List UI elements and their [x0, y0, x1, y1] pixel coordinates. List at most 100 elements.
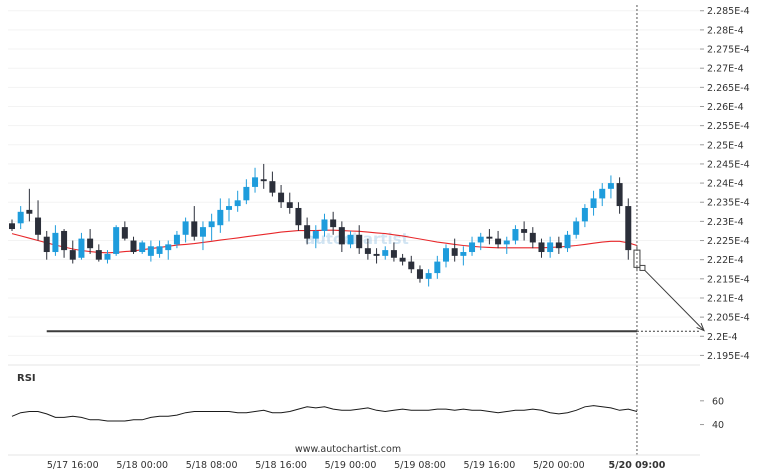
y-tick-label: 2.24E-4 [707, 179, 744, 190]
candle-body [495, 238, 502, 245]
price-grid [8, 10, 700, 356]
price-axis: 2.285E-4 2.28E-4 2.275E-4 2.27E-4 2.265E-4 2.… [700, 6, 750, 362]
candle-body [486, 236, 493, 239]
candle-body [173, 234, 180, 245]
y-tick-label: 2.205E-4 [707, 313, 750, 324]
candle-body [321, 219, 328, 231]
forecast-anchor-box [639, 264, 646, 271]
y-tick-label: 2.27E-4 [707, 64, 744, 75]
candle-body [469, 242, 476, 253]
candle-body [330, 219, 337, 228]
candle-body [521, 229, 528, 233]
candle-body [573, 221, 580, 235]
candle-body [555, 242, 562, 249]
candle-body [347, 234, 354, 245]
x-tick-label: 5/20 09:00 [609, 460, 666, 471]
forecast-arrow-head [696, 322, 705, 332]
candle-body [87, 238, 94, 249]
x-tick-label: 5/19 00:00 [325, 460, 377, 471]
candle-body [399, 257, 406, 262]
candle-body [547, 242, 554, 253]
candle-body [599, 188, 606, 199]
candle-body [451, 248, 458, 256]
y-tick-label: 2.255E-4 [707, 121, 750, 132]
y-tick-label: 2.22E-4 [707, 255, 744, 266]
rsi-title: RSI [17, 373, 36, 384]
x-tick-label: 5/17 16:00 [47, 460, 99, 471]
candle-body [61, 230, 68, 251]
candle-body [529, 232, 536, 243]
x-tick-label: 5/20 00:00 [533, 460, 585, 471]
candle-body [538, 242, 545, 253]
rsi-line [11, 405, 638, 422]
x-tick-label: 5/19 08:00 [394, 460, 446, 471]
y-tick-label: 2.245E-4 [707, 159, 750, 170]
candle-body [252, 177, 259, 187]
candle-body [226, 206, 232, 210]
y-tick-label: 2.21E-4 [707, 293, 744, 304]
candle-body [191, 221, 198, 237]
candle-body [460, 252, 467, 256]
candle-body [260, 179, 267, 182]
candle-body [416, 269, 423, 279]
y-tick-label: 2.275E-4 [707, 45, 750, 56]
candle-body [373, 253, 380, 256]
candle-body [616, 183, 623, 207]
candle-body [304, 225, 311, 239]
candle-body [113, 227, 120, 254]
y-tick-label: 2.26E-4 [707, 102, 744, 113]
x-tick-label: 5/18 08:00 [186, 460, 238, 471]
candle-body [35, 217, 42, 235]
candle-body [364, 248, 371, 254]
candle-body [390, 250, 397, 258]
candle-body [130, 240, 137, 253]
candle-body [625, 206, 632, 251]
candle-body [26, 209, 33, 214]
candle-body [243, 186, 250, 201]
y-tick-label: 2.265E-4 [707, 83, 750, 94]
candle-body [286, 202, 293, 208]
candle-body [165, 244, 172, 251]
y-tick-label: 2.285E-4 [707, 6, 750, 17]
candles-layer [9, 163, 641, 287]
candle-body [382, 250, 389, 256]
candle-body [590, 198, 597, 208]
candle-body [182, 221, 189, 235]
y-tick-label: 2.215E-4 [707, 274, 750, 285]
breakout-marker-layer [636, 5, 705, 455]
x-tick-label: 5/19 16:00 [464, 460, 516, 471]
y-tick-label: 2.235E-4 [707, 198, 750, 209]
candle-body [564, 234, 571, 249]
time-axis: 5/17 16:00 5/18 00:00 5/18 08:00 5/18 16:00… [8, 454, 700, 471]
y-tick-label: 2.28E-4 [707, 25, 744, 36]
y-tick-label: 2.195E-4 [707, 351, 750, 362]
candle-body [217, 209, 224, 226]
candle-body [408, 261, 415, 270]
rsi-panel: RSI 60 40 [8, 364, 724, 431]
y-tick-label: 2.23E-4 [707, 217, 744, 228]
candle-body [208, 221, 215, 228]
candle-body [443, 248, 449, 262]
candle-body [199, 227, 206, 237]
candle-body [425, 273, 432, 279]
candle-body [607, 183, 614, 189]
candle-body [356, 234, 363, 249]
candle-body [156, 246, 163, 254]
x-tick-label: 5/18 16:00 [255, 460, 307, 471]
candle-body [512, 229, 519, 241]
candle-body [338, 227, 345, 245]
forecast-arrow-line [639, 265, 705, 331]
y-tick-label: 2.2E-4 [707, 332, 738, 343]
candle-body [503, 240, 510, 245]
candle-body [95, 250, 102, 260]
candle-body [581, 207, 588, 222]
candle-body [269, 181, 276, 193]
candle-body [104, 253, 111, 260]
candle-body [278, 192, 285, 203]
y-tick-label: 2.225E-4 [707, 236, 750, 247]
candle-body [147, 246, 154, 256]
candle-body [121, 227, 128, 239]
candle-body [69, 250, 76, 260]
candle-body [139, 242, 146, 253]
